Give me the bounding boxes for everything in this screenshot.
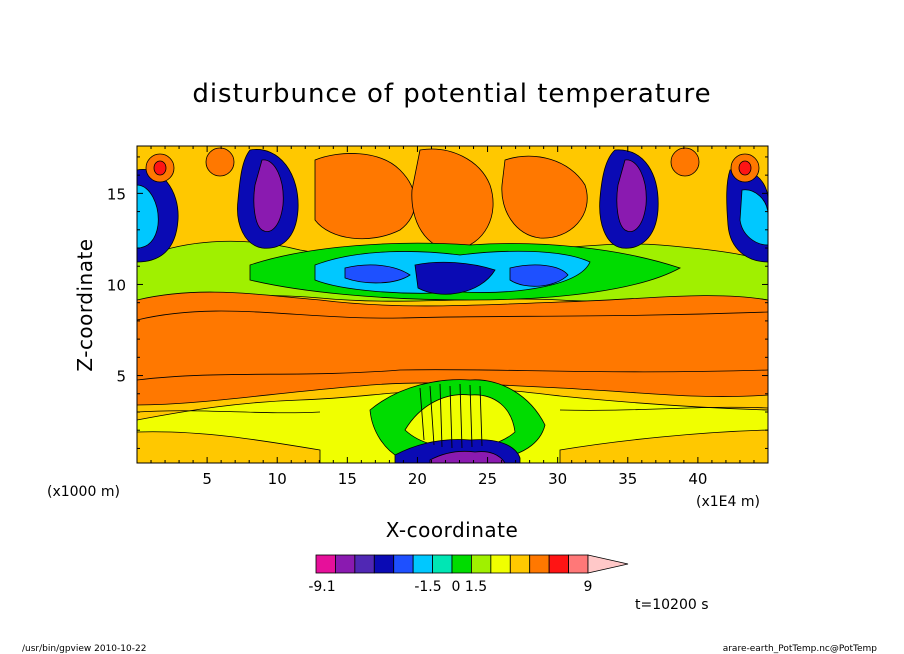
colorbar-label: 9 — [584, 579, 593, 595]
colorbar-swatch — [315, 554, 336, 574]
y-tick-label: 10 — [107, 276, 126, 294]
colorbar-swatch — [529, 554, 550, 574]
contour-band-violet — [253, 159, 284, 232]
x-tick-label: 30 — [548, 470, 567, 488]
contour-band-cyan — [137, 184, 159, 249]
x-tick-label: 5 — [202, 470, 212, 488]
footer-right: arare-earth_PotTemp.nc@PotTemp — [723, 644, 878, 654]
axes: 5 10 15 20 25 30 35 40 5 10 15 — [107, 146, 768, 488]
plot-frame — [136, 145, 769, 464]
colorbar-label: -1.5 — [414, 579, 441, 595]
contour-band-upper-orange — [501, 155, 588, 239]
contour-cell-red — [670, 147, 700, 177]
x-tick-label: 40 — [688, 470, 707, 488]
colorbar-swatch — [354, 554, 375, 574]
contour-band-blue — [509, 264, 569, 287]
colorbar-swatch-arrow — [587, 554, 629, 574]
y-axis-title: Z-coordinate — [73, 238, 97, 371]
contour-cell-red — [738, 160, 752, 176]
time-label: t=10200 s — [635, 597, 709, 613]
contour-band-mid-orange — [137, 291, 768, 406]
colorbar-swatch — [509, 554, 531, 574]
contour-band-low-orange — [137, 431, 321, 463]
x-axis-title: X-coordinate — [386, 518, 519, 542]
x-tick-label: 25 — [478, 470, 497, 488]
contour-band-cyan — [739, 189, 768, 246]
x-unit-label: (x1E4 m) — [696, 494, 760, 510]
y-tick-label: 5 — [116, 368, 126, 386]
x-tick-label: 10 — [268, 470, 287, 488]
colorbar-swatch — [451, 554, 472, 574]
colorbar-swatch — [393, 554, 414, 574]
x-tick-label: 20 — [408, 470, 427, 488]
colorbar-swatch — [548, 554, 569, 574]
colorbar-swatch — [373, 554, 395, 574]
contour-band-upper-orange — [411, 148, 494, 251]
contour-band-violet — [429, 450, 506, 463]
y-tick-label: 15 — [107, 185, 126, 203]
contour-band-blue — [414, 261, 496, 295]
colorbar-label: 1.5 — [465, 579, 487, 595]
colorbar-label: -9.1 — [308, 579, 335, 595]
colorbar-swatch — [471, 554, 492, 574]
colorbar: -9.1 -1.5 0 1.5 9 — [308, 554, 629, 595]
y-unit-label: (x1000 m) — [47, 484, 120, 500]
x-tick-label: 35 — [618, 470, 637, 488]
chart-title: disturbunce of potential temperature — [192, 79, 711, 109]
colorbar-swatch — [568, 554, 589, 574]
colorbar-swatch — [412, 554, 433, 574]
contour-band-violet — [616, 159, 647, 232]
contour-field — [137, 146, 768, 463]
x-tick-label: 15 — [338, 470, 357, 488]
colorbar-label: 0 — [452, 579, 461, 595]
contour-cell-red — [205, 147, 235, 177]
colorbar-swatch — [432, 554, 453, 574]
colorbar-swatch — [490, 554, 511, 574]
contour-cell-red — [153, 160, 167, 176]
contour-band-blue — [344, 264, 411, 284]
footer-left: /usr/bin/gpview 2010-10-22 — [22, 644, 146, 654]
colorbar-swatch — [335, 554, 356, 574]
